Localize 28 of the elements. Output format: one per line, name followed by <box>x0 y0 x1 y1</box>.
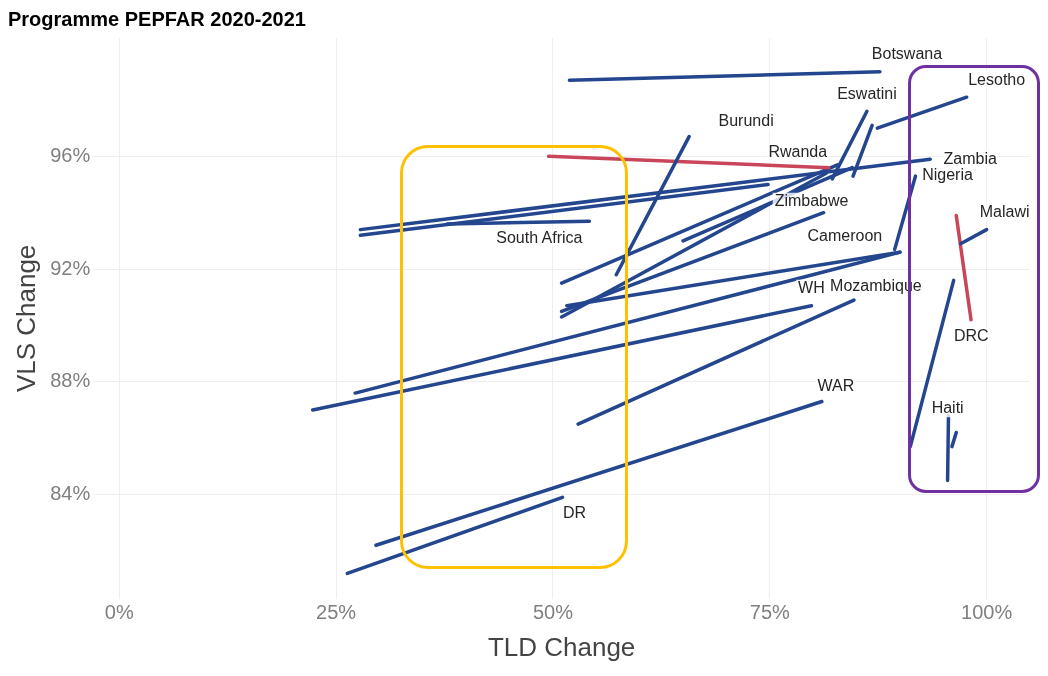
series-label: Zambia <box>943 149 998 167</box>
series-label: Cameroon <box>807 226 883 244</box>
series-label: Lesotho <box>968 70 1026 88</box>
y-tick-label: 96% <box>50 143 91 166</box>
series-label: WH <box>798 279 825 297</box>
series-label: Malawi <box>979 203 1030 221</box>
series-label: Botswana <box>871 45 943 63</box>
x-tick-label: 25% <box>316 601 357 624</box>
x-tick-label: 75% <box>749 601 791 624</box>
chart-title: Programme PEPFAR 2020-2021 <box>8 7 306 30</box>
y-tick-label: 92% <box>50 256 91 279</box>
series-label: DRC <box>953 326 989 344</box>
y-tick-label: 88% <box>50 369 91 392</box>
series-label: Burundi <box>718 112 774 130</box>
series-label: Haiti <box>931 398 964 416</box>
series-label: Rwanda <box>768 143 828 161</box>
y-axis-title: VLS Change <box>10 244 41 393</box>
series-label: South Africa <box>496 228 583 246</box>
series-label: WAR <box>817 376 855 394</box>
y-tick-label: 84% <box>50 482 91 505</box>
x-tick-label: 0% <box>104 601 134 624</box>
x-axis-title: TLD Change <box>487 631 636 662</box>
series-label: Nigeria <box>922 166 973 184</box>
x-tick-label: 50% <box>532 601 574 624</box>
series-label: DR <box>562 503 587 521</box>
series-label: Eswatini <box>837 84 897 102</box>
x-tick-label: 100% <box>961 601 1013 624</box>
series-label: Zimbabwe <box>774 192 849 210</box>
